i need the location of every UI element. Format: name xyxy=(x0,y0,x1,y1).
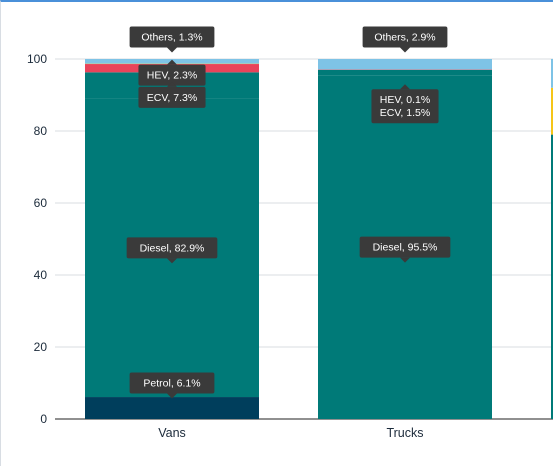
y-tick-label: 100 xyxy=(27,52,47,66)
tooltip-label: Petrol, 6.1% xyxy=(143,378,200,390)
tooltip-box xyxy=(138,86,206,108)
y-tick-label: 20 xyxy=(34,340,48,354)
tooltip-pointer xyxy=(167,81,177,87)
tooltip-label: Diesel, 82.9% xyxy=(140,242,205,254)
tooltip-pointer xyxy=(400,47,410,53)
tooltip-pointer xyxy=(400,257,410,263)
tooltip-box xyxy=(129,26,215,48)
tooltip-box xyxy=(362,26,448,48)
tooltip: Diesel, 95.5% xyxy=(359,236,451,263)
tooltip: Diesel, 82.9% xyxy=(126,237,218,264)
bar-segment-petrol-vans[interactable] xyxy=(85,397,259,419)
tooltip-label: ECV, 7.3% xyxy=(147,92,197,104)
tooltip-box xyxy=(129,372,215,394)
tooltip-pointer xyxy=(167,47,177,53)
tooltip-label: ECV, 1.5% xyxy=(380,107,430,119)
tooltip: Petrol, 6.1% xyxy=(129,372,215,399)
tooltip: ECV, 7.3% xyxy=(138,81,206,108)
bar-segment-yellow[interactable] xyxy=(551,87,553,135)
y-tick-label: 60 xyxy=(34,196,48,210)
tooltips: Others, 1.3% HEV, 2.3% ECV, 7.3% Diesel, 82… xyxy=(126,26,451,399)
tooltip-label: Others, 2.9% xyxy=(374,32,435,44)
x-tick-label: Vans xyxy=(158,426,186,440)
tooltip-box xyxy=(359,236,451,258)
tooltip-pointer xyxy=(400,84,410,90)
bar-segment-ecv-trucks[interactable] xyxy=(318,69,492,76)
tooltip-pointer xyxy=(167,258,177,264)
tooltip-label: Diesel, 95.5% xyxy=(373,242,438,254)
tooltip: Others, 1.3% xyxy=(129,26,215,53)
bar-segment-others[interactable] xyxy=(551,59,553,88)
y-tick-label: 40 xyxy=(34,268,48,282)
tooltip-label: Others, 1.3% xyxy=(141,32,202,44)
bar-segment-diesel[interactable] xyxy=(551,185,553,419)
tooltip: Others, 2.9% xyxy=(362,26,448,53)
bar-segment-others-trucks[interactable] xyxy=(318,59,492,70)
bar-segment-ecv[interactable] xyxy=(551,134,553,185)
tooltip-pointer xyxy=(167,393,177,399)
axes: 0 20 40 60 80 100 Vans Trucks xyxy=(27,52,424,440)
y-tick-label: 0 xyxy=(40,412,47,426)
y-tick-label: 80 xyxy=(34,124,48,138)
tooltip-label: HEV, 2.3% xyxy=(147,70,197,82)
x-tick-label: Trucks xyxy=(386,426,423,440)
tooltip-box xyxy=(371,89,439,124)
tooltip-box xyxy=(126,237,218,259)
tooltip: HEV, 0.1%ECV, 1.5% xyxy=(371,84,439,124)
tooltip-pointer xyxy=(167,59,177,65)
tooltip-box xyxy=(138,64,206,86)
tooltip: HEV, 2.3% xyxy=(138,59,206,86)
tooltip-label: HEV, 0.1% xyxy=(380,94,430,106)
